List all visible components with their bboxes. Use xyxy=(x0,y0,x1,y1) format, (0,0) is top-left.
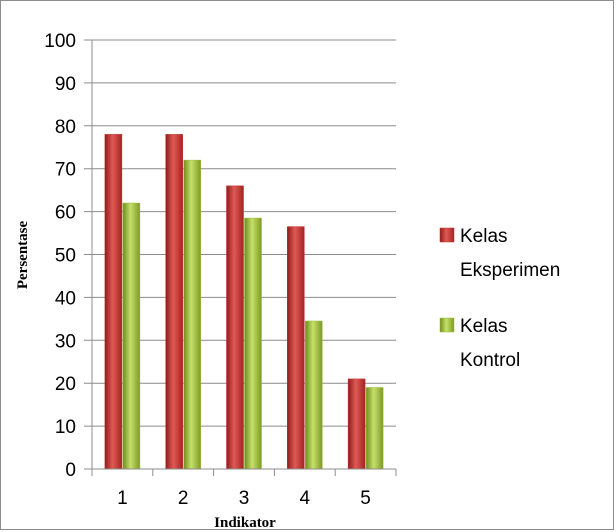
bar-kontrol-2 xyxy=(183,159,201,470)
bars xyxy=(104,134,384,470)
x-tick-label: 3 xyxy=(239,488,250,509)
legend: Kelas Eksperimen Kelas Kontrol xyxy=(439,226,560,371)
y-tick-label: 20 xyxy=(55,374,76,395)
x-tick-label: 2 xyxy=(178,488,189,509)
x-tick-label: 5 xyxy=(360,488,371,509)
y-tick-label: 50 xyxy=(55,246,76,267)
legend-swatch xyxy=(439,317,455,333)
bar-eksperimen-2 xyxy=(165,134,183,470)
bar-eksperimen-3 xyxy=(226,185,244,470)
y-tick-label: 70 xyxy=(55,160,76,181)
legend-label: Kelas Kontrol xyxy=(460,316,520,371)
y-tick-labels: 0 10 20 30 40 50 60 70 80 90 100 xyxy=(44,31,76,481)
x-tick-label: 4 xyxy=(300,488,311,509)
bar-kontrol-5 xyxy=(365,387,384,470)
x-axis-title: Indikator xyxy=(214,515,276,531)
legend-label: Kelas Eksperimen xyxy=(460,226,560,281)
legend-label-line: Kontrol xyxy=(460,350,520,371)
legend-label-line: Eksperimen xyxy=(460,260,560,281)
axes xyxy=(84,40,397,476)
y-tick-label: 0 xyxy=(65,460,76,481)
y-axis-title: Persentase xyxy=(15,221,31,290)
y-tick-label: 10 xyxy=(55,417,76,438)
y-tick-label: 90 xyxy=(55,74,76,95)
x-tick-label: 1 xyxy=(117,488,128,509)
bar-kontrol-1 xyxy=(122,202,141,470)
bar-kontrol-4 xyxy=(305,320,323,470)
y-tick-label: 40 xyxy=(55,288,76,309)
bar-eksperimen-1 xyxy=(104,134,123,470)
bar-eksperimen-4 xyxy=(287,226,305,470)
bar-kontrol-3 xyxy=(244,217,262,470)
y-tick-label: 30 xyxy=(55,331,76,352)
legend-label-line: Kelas xyxy=(460,316,508,337)
bar-eksperimen-5 xyxy=(347,378,366,470)
x-tick-labels: 1 2 3 4 5 xyxy=(117,488,371,509)
y-tick-label: 60 xyxy=(55,203,76,224)
legend-label-line: Kelas xyxy=(460,226,508,247)
y-tick-label: 100 xyxy=(44,31,76,52)
legend-swatch xyxy=(439,227,455,243)
y-tick-label: 80 xyxy=(55,117,76,138)
